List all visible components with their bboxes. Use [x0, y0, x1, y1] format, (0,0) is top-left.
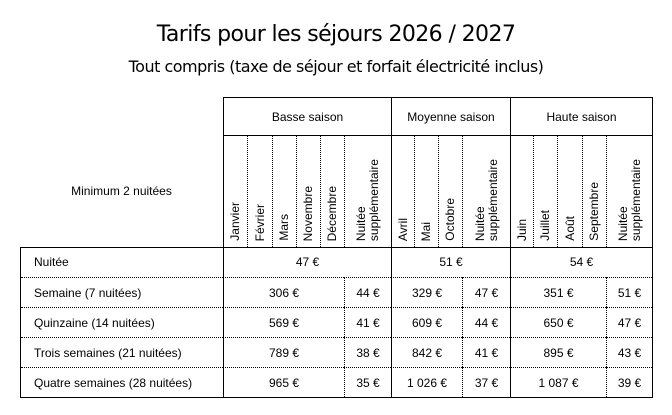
month-header-mai: Mai	[414, 136, 438, 247]
extra-night-label: Nuitée supplémentaire	[472, 158, 500, 241]
extra-night-label: Nuitée supplémentaire	[615, 158, 643, 241]
month-label: Juillet	[538, 210, 552, 241]
month-header-janvier: Janvier	[223, 136, 247, 247]
page-subtitle: Tout compris (taxe de séjour et forfait …	[128, 57, 544, 76]
extra-night-moyenne: 41 €	[462, 337, 510, 367]
extra-night-basse: 35 €	[344, 367, 391, 397]
month-header-septembre: Septembre	[582, 136, 606, 247]
price-moyenne: 842 €	[391, 337, 462, 367]
month-label: Août	[562, 216, 577, 241]
extra-night-basse: 44 €	[344, 277, 391, 307]
table-body-frame	[20, 247, 653, 398]
month-label: Novembre	[301, 185, 315, 241]
month-label: Mai	[419, 221, 433, 241]
season-header-haute: Haute saison	[510, 97, 653, 136]
month-label: Juin	[514, 218, 529, 241]
extra-night-basse: 41 €	[344, 307, 391, 337]
extra-night-header-basse: Nuitée supplémentaire	[344, 136, 391, 247]
month-header-juin: Juin	[510, 136, 533, 247]
row-label: Trois semaines (21 nuitées)	[21, 337, 223, 367]
price-moyenne: 51 €	[391, 247, 510, 277]
season-header-basse: Basse saison	[223, 97, 391, 136]
extra-night-haute: 47 €	[606, 307, 652, 337]
extra-night-header-moyenne: Nuitée supplémentaire	[462, 136, 510, 247]
month-header-decembre: Décembre	[320, 136, 344, 247]
price-haute: 1 087 €	[510, 367, 606, 397]
month-header-octobre: Octobre	[438, 136, 462, 247]
extra-night-moyenne: 37 €	[462, 367, 510, 397]
extra-night-header-haute: Nuitée supplémentaire	[606, 136, 653, 247]
month-label: Mars	[277, 214, 291, 241]
price-haute: 650 €	[510, 307, 606, 337]
row-label: Semaine (7 nuitées)	[21, 277, 223, 307]
extra-night-haute: 43 €	[606, 337, 652, 367]
month-header-fevrier: Février	[247, 136, 272, 247]
month-label: Septembre	[587, 182, 601, 241]
extra-night-label: Nuitée supplémentaire	[354, 158, 381, 241]
price-basse: 965 €	[223, 367, 344, 397]
month-label: Décembre	[325, 185, 339, 241]
price-moyenne: 609 €	[391, 307, 462, 337]
price-basse: 569 €	[223, 307, 344, 337]
extra-night-basse: 38 €	[344, 337, 391, 367]
month-header-aout: Août	[557, 136, 582, 247]
extra-night-moyenne: 44 €	[462, 307, 510, 337]
price-haute: 351 €	[510, 277, 606, 307]
page-title: Tarifs pour les séjours 2026 / 2027	[156, 22, 516, 47]
extra-night-moyenne: 47 €	[462, 277, 510, 307]
extra-night-haute: 51 €	[606, 277, 652, 307]
month-header-avril: Avril	[391, 136, 414, 247]
row-label: Quinzaine (14 nuitées)	[21, 307, 223, 337]
extra-night-haute: 39 €	[606, 367, 652, 397]
price-basse: 306 €	[223, 277, 344, 307]
minimum-nights-label: Minimum 2 nuitées	[71, 184, 172, 198]
price-basse: 789 €	[223, 337, 344, 367]
month-header-mars: Mars	[272, 136, 296, 247]
price-haute: 895 €	[510, 337, 606, 367]
month-label: Février	[252, 203, 267, 241]
month-label: Avril	[395, 217, 410, 241]
row-label: Nuitée	[34, 255, 69, 269]
season-header-moyenne: Moyenne saison	[391, 97, 510, 136]
month-label: Janvier	[228, 202, 242, 241]
price-haute: 54 €	[510, 247, 652, 277]
price-moyenne: 329 €	[391, 277, 462, 307]
row-label: Quatre semaines (28 nuitées)	[21, 367, 223, 397]
price-basse: 47 €	[223, 247, 391, 277]
month-header-juillet: Juillet	[533, 136, 557, 247]
month-label: Octobre	[443, 198, 457, 241]
month-header-novembre: Novembre	[296, 136, 320, 247]
price-moyenne: 1 026 €	[391, 367, 462, 397]
